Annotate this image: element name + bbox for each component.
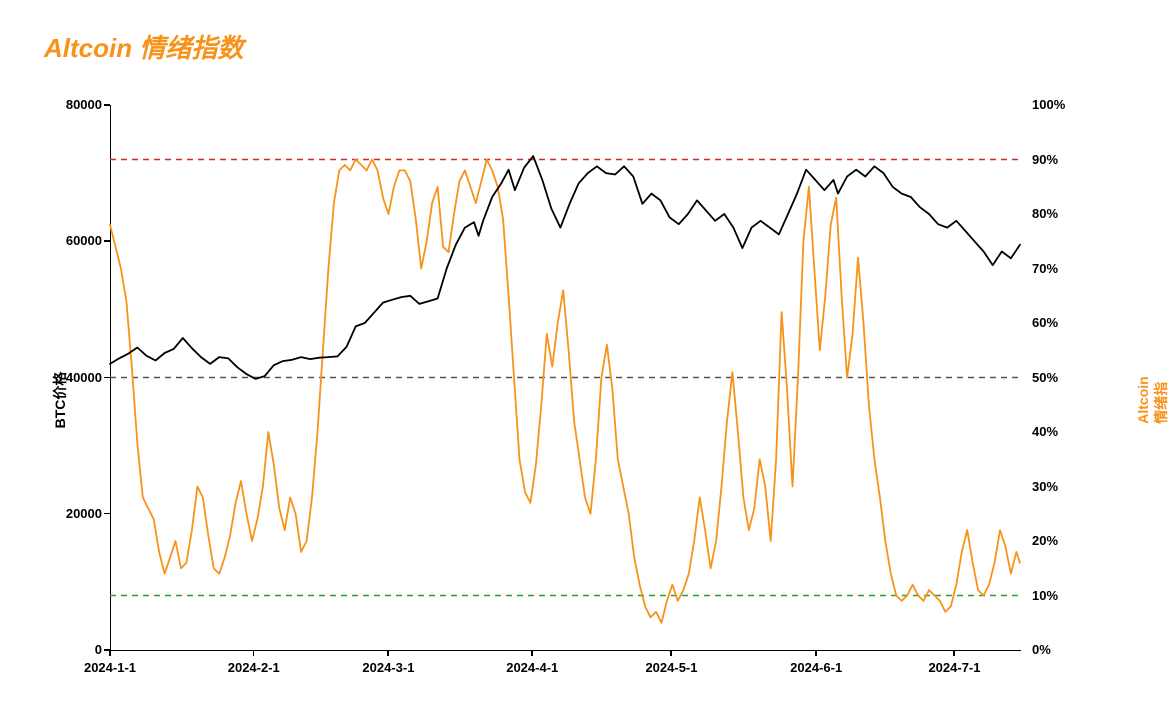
chart-container: Altcoin 情绪指数 BTC价格 Altcoin情绪指数 020000400… [0, 0, 1171, 725]
y-right-tick: 50% [1032, 370, 1058, 385]
y-right-tick: 40% [1032, 424, 1058, 439]
x-tick: 2024-3-1 [362, 660, 414, 675]
y-axis-right-label: Altcoin情绪指数 [1135, 376, 1171, 423]
chart-svg [110, 105, 1020, 650]
x-tick: 2024-5-1 [645, 660, 697, 675]
y-right-tick: 90% [1032, 152, 1058, 167]
x-tick: 2024-2-1 [228, 660, 280, 675]
y-right-tick: 100% [1032, 97, 1065, 112]
y-right-tick: 30% [1032, 479, 1058, 494]
altcoin-sentiment-line [110, 160, 1020, 623]
y-right-tick: 80% [1032, 206, 1058, 221]
btc-price-line [110, 156, 1020, 379]
y-right-tick: 0% [1032, 642, 1051, 657]
x-tick: 2024-1-1 [84, 660, 136, 675]
y-right-tick: 60% [1032, 315, 1058, 330]
y-left-tick: 40000 [46, 370, 102, 385]
y-left-tick: 60000 [46, 233, 102, 248]
y-right-tick: 70% [1032, 261, 1058, 276]
y-left-tick: 0 [46, 642, 102, 657]
y-left-tick: 80000 [46, 97, 102, 112]
chart-title: Altcoin 情绪指数 [44, 28, 243, 65]
y-right-tick: 20% [1032, 533, 1058, 548]
x-tick: 2024-6-1 [790, 660, 842, 675]
x-tick: 2024-7-1 [928, 660, 980, 675]
x-tick: 2024-4-1 [506, 660, 558, 675]
y-right-tick: 10% [1032, 588, 1058, 603]
y-left-tick: 20000 [46, 506, 102, 521]
